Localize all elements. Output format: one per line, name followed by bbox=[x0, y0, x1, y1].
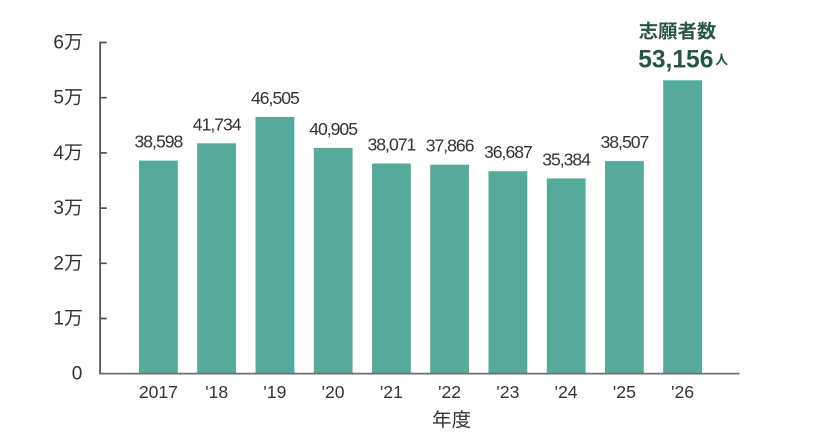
svg-text:'23: '23 bbox=[496, 382, 519, 402]
svg-text:40,905: 40,905 bbox=[309, 119, 358, 139]
svg-text:'26: '26 bbox=[671, 382, 694, 402]
svg-text:35,384: 35,384 bbox=[542, 149, 591, 169]
svg-text:2: 2 bbox=[53, 253, 64, 274]
svg-text:41,734: 41,734 bbox=[193, 114, 242, 134]
svg-text:'22: '22 bbox=[438, 382, 461, 402]
svg-text:'21: '21 bbox=[380, 382, 403, 402]
svg-text:4: 4 bbox=[53, 143, 64, 164]
svg-text:'20: '20 bbox=[322, 382, 345, 402]
svg-text:46,505: 46,505 bbox=[251, 88, 300, 108]
svg-text:36,687: 36,687 bbox=[484, 142, 532, 162]
svg-text:2017: 2017 bbox=[139, 382, 178, 402]
svg-text:1: 1 bbox=[53, 309, 64, 330]
svg-text:'25: '25 bbox=[613, 382, 636, 402]
svg-text:38,507: 38,507 bbox=[600, 132, 648, 152]
svg-text:37,866: 37,866 bbox=[426, 136, 475, 156]
svg-text:'24: '24 bbox=[555, 382, 578, 402]
svg-text:'19: '19 bbox=[263, 382, 286, 402]
svg-text:5: 5 bbox=[53, 88, 64, 109]
svg-text:0: 0 bbox=[72, 364, 83, 385]
svg-text:38,071: 38,071 bbox=[367, 135, 415, 155]
svg-text:6: 6 bbox=[53, 33, 64, 54]
svg-text:3: 3 bbox=[53, 198, 64, 219]
svg-text:53,156: 53,156 bbox=[638, 46, 713, 73]
svg-text:'18: '18 bbox=[205, 382, 228, 402]
svg-text:38,598: 38,598 bbox=[134, 132, 183, 152]
